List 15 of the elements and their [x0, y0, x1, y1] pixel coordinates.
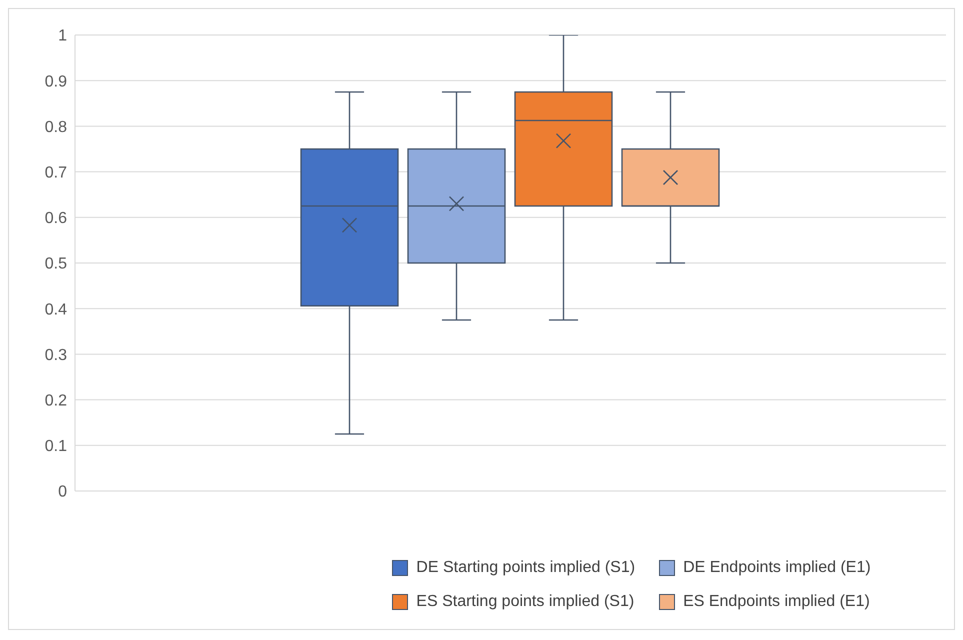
- y-tick-label: 0.3: [44, 346, 68, 364]
- legend-label: DE Endpoints implied (E1): [683, 558, 871, 578]
- y-tick-label: 0.7: [44, 164, 68, 182]
- y-tick-label: 0.1: [44, 438, 68, 456]
- legend-label: ES Endpoints implied (E1): [683, 592, 870, 612]
- y-tick-label: 0.2: [44, 392, 68, 410]
- y-tick-label: 1: [58, 28, 68, 45]
- y-tick-label: 0: [58, 484, 68, 501]
- y-tick-label: 0.6: [44, 210, 68, 228]
- y-tick-label: 0.8: [44, 118, 68, 136]
- y-tick-label: 0.4: [44, 301, 68, 318]
- y-tick-label: 0.5: [44, 256, 68, 273]
- y-tick-label: 0.9: [44, 73, 68, 90]
- legend-label: DE Starting points implied (S1): [416, 558, 636, 578]
- legend-label: ES Starting points implied (S1): [416, 592, 634, 612]
